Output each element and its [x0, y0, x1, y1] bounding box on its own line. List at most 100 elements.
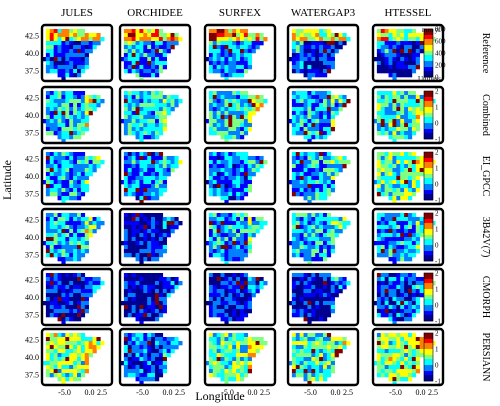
colorbar-frame — [423, 332, 434, 382]
map-cell — [251, 349, 256, 354]
map-cell — [295, 65, 300, 70]
colorbar-segment — [424, 343, 433, 346]
map-cell — [224, 192, 229, 197]
map-cell — [65, 180, 70, 185]
map-cell — [384, 273, 389, 278]
map-cell — [295, 131, 300, 136]
map-cell — [400, 337, 405, 342]
map-cell — [307, 139, 312, 144]
map-cell — [127, 289, 132, 294]
map-cell — [131, 273, 136, 278]
map-cell — [77, 345, 82, 350]
map-cell — [323, 333, 328, 338]
map-cell — [139, 65, 144, 70]
colorbar-segment — [424, 243, 433, 246]
map-cell — [212, 152, 217, 157]
map-cell — [73, 217, 78, 222]
map-cell — [162, 99, 167, 104]
map-cell — [53, 29, 58, 34]
map-cell — [143, 123, 148, 128]
map-cell — [96, 37, 101, 42]
map-cell — [307, 373, 312, 378]
map-cell — [123, 345, 129, 350]
map-cell — [384, 49, 389, 54]
map-panel — [286, 23, 360, 83]
map-cell — [151, 369, 156, 374]
map-cell — [123, 53, 129, 58]
map-cell — [139, 176, 144, 181]
map-cell — [65, 160, 70, 165]
map-cell — [216, 293, 221, 298]
map-cell — [143, 188, 148, 193]
map-cell — [170, 217, 175, 222]
map-cell — [338, 41, 343, 46]
map-cell — [228, 297, 233, 302]
map-cell — [396, 37, 401, 42]
map-cell — [77, 45, 82, 50]
map-cell — [224, 164, 229, 169]
map-cell — [415, 217, 420, 222]
map-cell — [396, 253, 401, 258]
map-cell — [224, 317, 229, 322]
map-cell — [396, 293, 401, 298]
map-cell — [295, 361, 300, 366]
map-cell — [291, 233, 297, 238]
colorbar-segment — [424, 190, 433, 193]
map-cell — [57, 237, 62, 242]
map-cell — [69, 180, 74, 185]
map-cell — [319, 353, 324, 358]
map-cell — [376, 353, 382, 358]
map-cell — [135, 309, 140, 314]
map-cell — [84, 45, 89, 50]
map-cell — [326, 152, 332, 157]
map-cell — [61, 297, 66, 302]
map-cell — [303, 37, 308, 42]
map-cell — [139, 225, 144, 230]
map-cell — [69, 333, 74, 338]
map-cell — [396, 341, 401, 346]
map-cell — [73, 225, 78, 230]
map-cell — [232, 196, 237, 201]
map-cell — [247, 164, 252, 169]
map-cell — [376, 123, 382, 128]
map-cell — [73, 192, 78, 197]
map-cell — [216, 180, 221, 185]
map-cell — [151, 333, 156, 338]
map-cell — [315, 91, 320, 96]
lon-tick-label: 0.0 — [248, 388, 258, 397]
map-cell — [92, 349, 97, 354]
map-cell — [178, 37, 183, 42]
map-cell — [295, 69, 300, 74]
map-cell — [388, 115, 393, 120]
map-cell — [315, 168, 320, 173]
map-cell — [212, 217, 217, 222]
map-cell — [400, 192, 405, 197]
map-cell — [323, 213, 328, 218]
map-cell — [69, 127, 74, 132]
map-cell — [388, 107, 393, 112]
map-cell — [323, 297, 328, 302]
map-cell — [419, 289, 424, 294]
map-cell — [155, 103, 160, 108]
map-cell — [307, 301, 312, 306]
map-cell — [392, 176, 397, 181]
map-cell — [127, 111, 132, 116]
map-cell — [45, 365, 51, 370]
map-cell — [255, 41, 260, 46]
map-cell — [247, 176, 252, 181]
map-cell — [131, 225, 136, 230]
map-cell — [84, 233, 89, 238]
colorbar-frame — [423, 90, 434, 140]
map-cell — [53, 241, 58, 246]
map-cell — [299, 57, 304, 62]
map-cell — [147, 233, 152, 238]
map-cell — [396, 221, 401, 226]
map-cell — [224, 289, 229, 294]
map-cell — [319, 168, 324, 173]
map-cell — [404, 180, 409, 185]
map-cell — [158, 65, 164, 70]
map-cell — [404, 341, 409, 346]
map-cell — [315, 99, 320, 104]
map-cell — [69, 41, 74, 46]
map-cell — [299, 373, 304, 378]
